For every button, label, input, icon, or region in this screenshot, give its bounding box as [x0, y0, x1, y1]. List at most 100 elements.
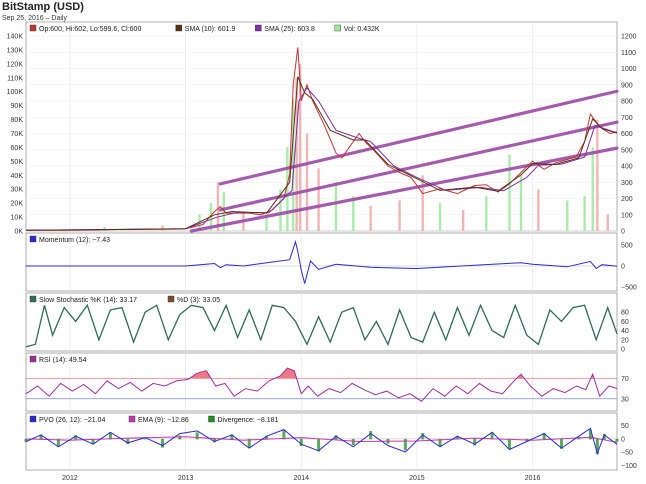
volume-bar-27 — [583, 196, 586, 231]
divergence-bar-9 — [178, 435, 182, 440]
volume-axis-label-0: 0K — [14, 229, 23, 236]
stochastic-line — [25, 303, 618, 348]
stochastic-axis-label-0: 80 — [621, 310, 629, 317]
x-axis-label-0: 2012 — [62, 475, 78, 482]
pvo-legend-swatch-0 — [29, 415, 37, 423]
divergence-bar-28 — [507, 438, 511, 450]
stochastic-axis-label-4: 0 — [621, 347, 625, 354]
divergence-bar-5 — [108, 432, 112, 440]
price-axis-label-10: 1000 — [621, 66, 637, 73]
volume-bar-20 — [438, 203, 442, 231]
divergence-bar-23 — [421, 433, 425, 440]
price-legend-label-2: SMA (25): 603.8 — [264, 26, 315, 33]
price-axis-label-0: 0 — [621, 229, 625, 236]
volume-bar-1 — [161, 225, 164, 231]
divergence-bar-14 — [265, 435, 269, 440]
price-legend-label-1: SMA (10): 601.9 — [185, 26, 236, 33]
volume-bar-26 — [566, 200, 569, 231]
divergence-bar-36 — [615, 438, 619, 442]
volume-bar-19 — [421, 175, 424, 231]
volume-axis-label-11: 110K — [7, 75, 23, 82]
divergence-bar-10 — [195, 432, 199, 440]
volume-bar-8 — [279, 189, 282, 231]
stochastic-axis-label-3: 20 — [621, 337, 629, 344]
divergence-bar-19 — [351, 438, 355, 446]
volume-axis-label-9: 90K — [11, 103, 24, 110]
divergence-bar-33 — [588, 429, 592, 440]
momentum-legend-swatch-0 — [29, 235, 37, 243]
price-axis-label-1: 100 — [621, 212, 633, 219]
momentum-axis-label-0: 500 — [621, 243, 633, 250]
trend-line-1 — [218, 89, 619, 186]
stochastic-legend-label-0: Slow Stochastic %K (14): 33.17 — [39, 297, 137, 304]
price-legend-swatch-3 — [334, 24, 341, 32]
x-axis-label-4: 2016 — [525, 475, 541, 482]
volume-bar-12 — [298, 63, 302, 231]
x-axis-label-2: 2014 — [293, 475, 309, 482]
volume-bar-22 — [485, 196, 488, 231]
pvo-legend-label-2: Divergence: −8.181 — [218, 417, 279, 424]
divergence-bar-18 — [334, 435, 338, 440]
price-axis-label-9: 900 — [621, 82, 633, 89]
divergence-bar-16 — [299, 438, 303, 446]
divergence-bar-15 — [282, 430, 286, 440]
chart-subtitle: Sep 25, 2016 – Daily — [2, 15, 67, 22]
divergence-bar-27 — [490, 432, 494, 440]
pvo-axis-label-2: −50 — [621, 450, 633, 457]
volume-bar-28 — [591, 147, 594, 231]
divergence-bar-2 — [56, 438, 60, 447]
price-legend-swatch-2 — [255, 24, 262, 32]
pvo-axis-label-3: −100 — [621, 463, 637, 470]
volume-axis-label-14: 140K — [7, 34, 24, 41]
divergence-bar-6 — [126, 438, 130, 445]
divergence-bar-17 — [317, 438, 321, 452]
price-legend-label-3: Vol: 0.432K — [344, 26, 380, 33]
volume-axis-label-4: 40K — [11, 173, 24, 180]
pvo-legend-label-0: PVO (26, 12): −21.04 — [39, 417, 105, 424]
momentum-line — [26, 239, 618, 284]
divergence-bar-34 — [595, 438, 599, 455]
pvo-legend-label-1: EMA (9): −12.86 — [138, 417, 189, 424]
x-axis-label-3: 2015 — [409, 475, 425, 482]
volume-bar-3 — [209, 203, 213, 231]
divergence-bar-11 — [213, 438, 217, 443]
volume-bar-18 — [398, 200, 401, 231]
divergence-bar-26 — [473, 438, 477, 446]
stochastic-legend-swatch-1 — [167, 295, 175, 303]
volume-bar-10 — [291, 98, 295, 231]
volume-axis-label-12: 120K — [7, 61, 24, 68]
volume-bar-21 — [461, 210, 465, 231]
divergence-bar-1 — [39, 434, 43, 440]
volume-bar-15 — [334, 182, 338, 231]
divergence-bar-35 — [602, 433, 606, 440]
price-axis-label-6: 600 — [621, 131, 633, 138]
volume-bar-2 — [198, 214, 201, 231]
stochastic-legend-swatch-0 — [29, 295, 37, 303]
price-legend-label-0: Op:600, Hi:602, Lo:599.6, Cl:600 — [39, 26, 141, 33]
pvo-axis-label-1: 0 — [621, 436, 625, 443]
volume-axis-label-5: 50K — [11, 159, 24, 166]
divergence-bar-30 — [542, 432, 546, 440]
sma10-line — [25, 76, 618, 231]
divergence-bar-8 — [160, 438, 164, 448]
price-legend-swatch-0 — [29, 24, 37, 32]
pvo-legend-swatch-1 — [128, 415, 136, 423]
trend-line-0 — [189, 146, 619, 233]
rsi-legend-label-0: RSI (14): 49.54 — [39, 357, 87, 364]
plot-content — [24, 47, 619, 456]
sma25-line — [25, 87, 618, 231]
x-axis-label-1: 2013 — [178, 475, 194, 482]
volume-bar-9 — [286, 147, 289, 231]
volume-bar-5 — [222, 192, 225, 231]
price-axis-label-2: 200 — [621, 196, 633, 203]
rsi-legend-swatch-0 — [29, 355, 37, 363]
stochastic-axis-label-2: 40 — [621, 328, 629, 335]
volume-bar-0 — [103, 226, 106, 231]
volume-axis-label-6: 60K — [11, 145, 24, 152]
volume-axis-label-1: 10K — [11, 215, 24, 222]
rsi-axis-label-0: 70 — [621, 376, 629, 383]
volume-axis-label-13: 130K — [7, 47, 24, 54]
price-axis-label-12: 1200 — [621, 34, 637, 41]
divergence-bar-24 — [438, 438, 442, 447]
